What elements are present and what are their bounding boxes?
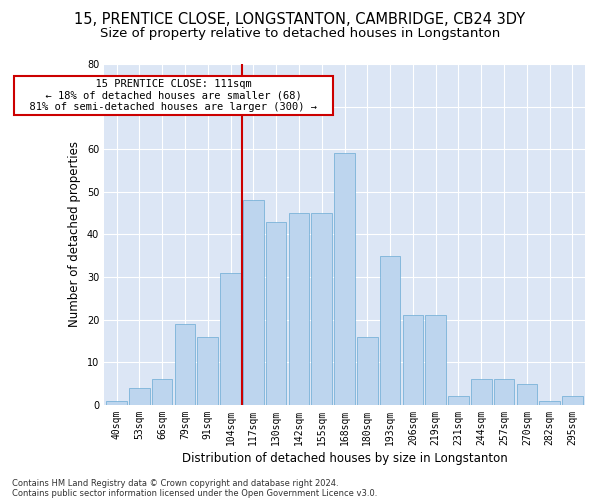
X-axis label: Distribution of detached houses by size in Longstanton: Distribution of detached houses by size … [182, 452, 508, 465]
Text: Contains HM Land Registry data © Crown copyright and database right 2024.: Contains HM Land Registry data © Crown c… [12, 478, 338, 488]
Text: Contains public sector information licensed under the Open Government Licence v3: Contains public sector information licen… [12, 488, 377, 498]
Bar [289, 213, 309, 405]
Text: 15 PRENTICE CLOSE: 111sqm  
  ← 18% of detached houses are smaller (68)  
  81% : 15 PRENTICE CLOSE: 111sqm ← 18% of detac… [17, 79, 330, 112]
Bar [152, 380, 172, 405]
Text: 15, PRENTICE CLOSE, LONGSTANTON, CAMBRIDGE, CB24 3DY: 15, PRENTICE CLOSE, LONGSTANTON, CAMBRID… [74, 12, 526, 28]
Bar [220, 273, 241, 405]
Bar [357, 337, 377, 405]
Bar [380, 256, 400, 405]
Y-axis label: Number of detached properties: Number of detached properties [68, 142, 81, 328]
Bar [403, 316, 423, 405]
Bar [562, 396, 583, 405]
Bar [129, 388, 149, 405]
Bar [334, 154, 355, 405]
Bar [311, 213, 332, 405]
Bar [266, 222, 286, 405]
Bar [425, 316, 446, 405]
Bar [494, 380, 514, 405]
Bar [517, 384, 537, 405]
Bar [471, 380, 491, 405]
Bar [106, 400, 127, 405]
Bar [175, 324, 195, 405]
Bar [539, 400, 560, 405]
Bar [243, 200, 263, 405]
Text: Size of property relative to detached houses in Longstanton: Size of property relative to detached ho… [100, 28, 500, 40]
Bar [197, 337, 218, 405]
Bar [448, 396, 469, 405]
